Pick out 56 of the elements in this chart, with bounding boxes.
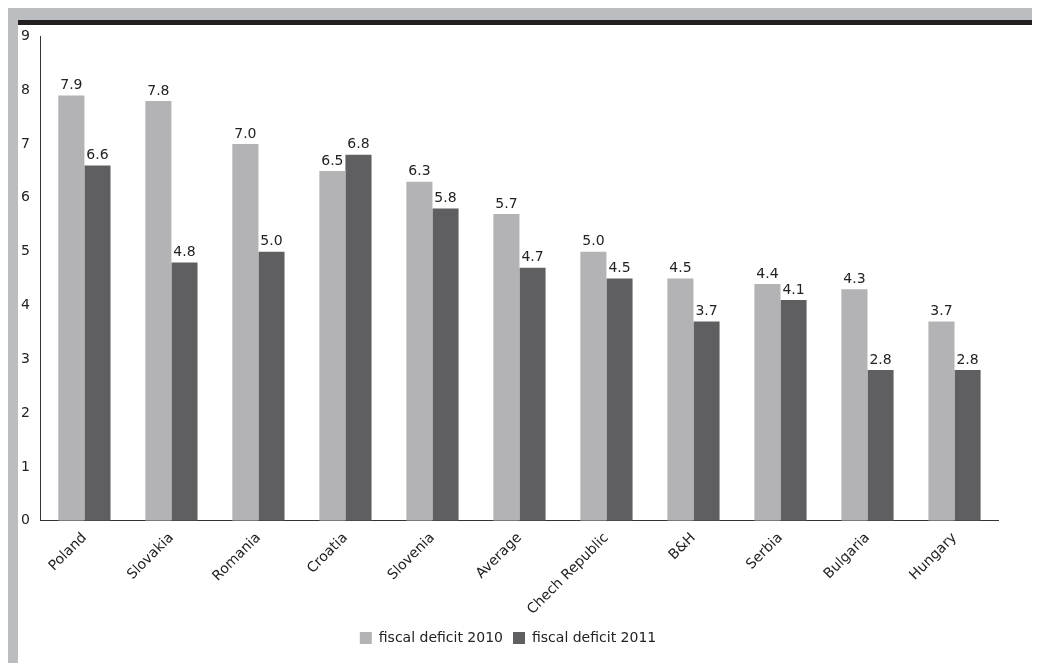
bar: [928, 321, 955, 521]
data-label: 5.0: [582, 232, 605, 249]
y-tick-label: 6: [20, 188, 30, 205]
bar: [345, 154, 372, 521]
y-tick-label: 7: [20, 134, 30, 151]
y-tick-label: 8: [20, 80, 30, 97]
data-label: 7.8: [147, 81, 170, 98]
bar: [319, 170, 346, 521]
legend-label: fiscal deficit 2011: [532, 628, 657, 645]
bar: [754, 283, 781, 521]
bar: [780, 300, 807, 521]
data-label: 5.8: [434, 189, 457, 206]
data-label: 5.0: [260, 232, 283, 249]
bar: [519, 267, 546, 521]
bar: [258, 251, 285, 521]
y-tick-label: 1: [20, 457, 30, 474]
data-label: 4.1: [782, 280, 805, 297]
y-tick-label: 4: [20, 296, 30, 313]
bar: [84, 165, 111, 521]
y-tick-label: 5: [20, 242, 30, 259]
data-label: 7.9: [60, 76, 83, 93]
bar: [171, 262, 198, 521]
y-tick-label: 9: [20, 27, 30, 44]
bar: [693, 321, 720, 521]
data-label: 3.7: [695, 302, 718, 319]
data-label: 4.5: [669, 259, 692, 276]
y-tick-label: 3: [20, 349, 30, 366]
data-label: 2.8: [869, 350, 892, 367]
data-label: 5.7: [495, 194, 518, 211]
y-tick-label: 2: [20, 403, 30, 420]
data-label: 4.5: [608, 259, 631, 276]
bar: [493, 213, 520, 521]
data-label: 2.8: [956, 350, 979, 367]
data-label: 3.7: [930, 302, 953, 319]
data-label: 4.4: [756, 264, 779, 281]
data-label: 6.3: [408, 162, 431, 179]
bar: [58, 95, 85, 521]
data-label: 4.7: [521, 248, 544, 265]
legend-label: fiscal deficit 2010: [378, 628, 503, 645]
data-label: 4.8: [173, 243, 196, 260]
data-label: 6.6: [86, 146, 109, 163]
bar: [580, 251, 607, 521]
bar: [954, 370, 981, 521]
bar: [841, 289, 868, 521]
y-tick-label: 0: [20, 511, 30, 528]
bar: [406, 181, 433, 521]
bar: [667, 278, 694, 521]
bar: [232, 144, 259, 521]
data-label: 6.8: [347, 135, 370, 152]
data-label: 4.3: [843, 269, 866, 286]
data-label: 6.5: [321, 151, 344, 168]
bar: [432, 208, 459, 521]
bar: [867, 370, 894, 521]
bar: [606, 278, 633, 521]
bar: [145, 100, 172, 521]
data-label: 7.0: [234, 124, 257, 141]
